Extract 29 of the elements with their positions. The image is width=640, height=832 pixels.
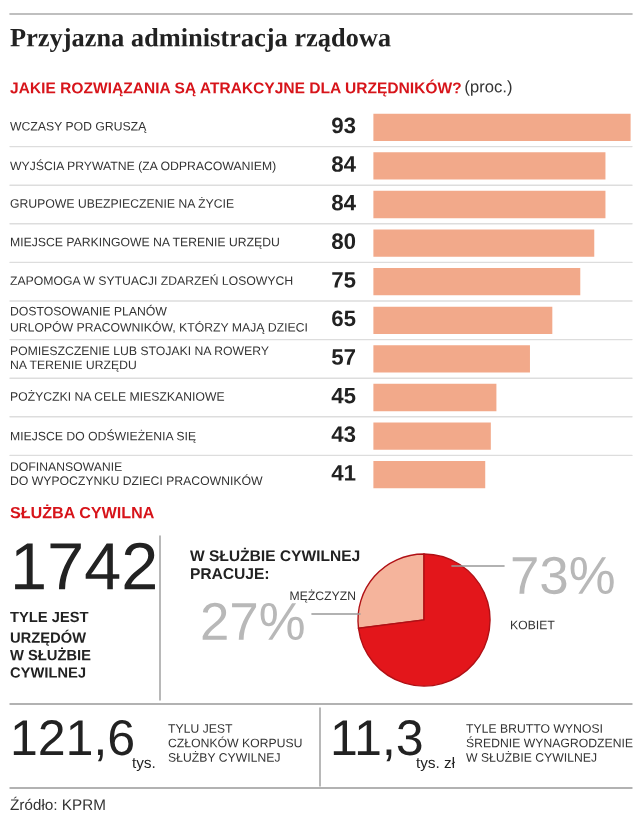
data-label: 73% — [512, 556, 614, 595]
data-label: 80 — [331, 233, 356, 250]
text: SŁUŻBA CYWILNA — [10, 504, 154, 519]
data-label: 84 — [331, 156, 356, 172]
data-label: 45 — [331, 387, 356, 404]
bar — [372, 303, 556, 337]
text: 11,3 — [333, 720, 422, 762]
text: 121,6 — [13, 720, 133, 762]
pie-slice — [357, 553, 491, 687]
bar — [372, 265, 584, 299]
bar — [372, 188, 609, 221]
x-axis-title: (proc.) — [465, 80, 512, 96]
bar — [372, 149, 609, 183]
bar — [372, 226, 598, 260]
data-label: 93 — [332, 117, 356, 134]
bar — [372, 419, 494, 453]
bar — [372, 381, 500, 414]
data-label: 41 — [331, 465, 356, 481]
data-label: 27% — [202, 602, 304, 640]
text: 1742 — [15, 542, 155, 590]
chart-title: Przyjazna administracja rządowa — [10, 28, 391, 52]
data-label: 84 — [331, 194, 356, 211]
bar — [372, 110, 632, 144]
bar — [372, 342, 533, 376]
data-label: 43 — [331, 426, 356, 443]
data-label: 57 — [331, 349, 356, 365]
bar — [372, 458, 489, 492]
data-label: 65 — [332, 310, 356, 327]
data-label: 75 — [332, 272, 356, 288]
